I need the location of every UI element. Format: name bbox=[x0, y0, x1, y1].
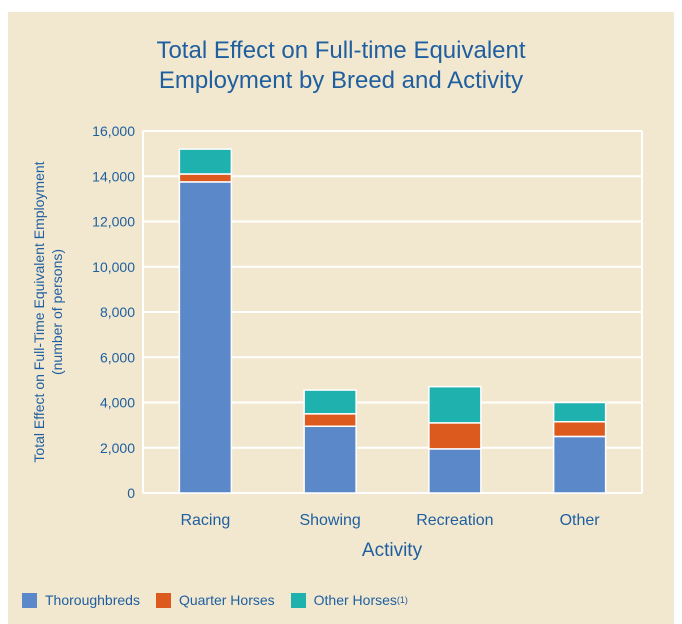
legend: Thoroughbreds Quarter Horses Other Horse… bbox=[22, 592, 424, 608]
legend-label-thoroughbreds: Thoroughbreds bbox=[45, 592, 140, 608]
bar-quarter-horses-other bbox=[552, 420, 607, 438]
legend-label-other-horses: Other Horses bbox=[313, 592, 397, 608]
legend-item-quarter-horses: Quarter Horses bbox=[155, 592, 275, 608]
bar-quarter-horses-racing bbox=[178, 173, 233, 183]
bar-thoroughbreds-other bbox=[552, 435, 607, 494]
legend-item-other-horses: Other Horses (1) bbox=[290, 592, 408, 608]
chart-title-line-1: Total Effect on Full-time Equivalent bbox=[156, 37, 526, 64]
x-tick-label: Showing bbox=[299, 512, 360, 529]
bar-other-horses-racing bbox=[178, 148, 233, 175]
y-tick-label: 6,000 bbox=[100, 349, 135, 365]
y-tick-label: 16,000 bbox=[92, 123, 135, 139]
chart-title-line-2: Employment by Breed and Activity bbox=[158, 67, 524, 94]
bar-thoroughbreds-showing bbox=[303, 425, 357, 494]
y-tick-label: 0 bbox=[127, 485, 135, 501]
legend-swatch-other-horses bbox=[290, 592, 306, 608]
bar-other-horses-other bbox=[552, 401, 607, 423]
bar-thoroughbreds-racing bbox=[178, 181, 233, 494]
chart-title: Total Effect on Full-time Equivalent Emp… bbox=[0, 36, 682, 96]
bar-quarter-horses-showing bbox=[303, 413, 357, 428]
legend-label-quarter-horses: Quarter Horses bbox=[178, 592, 275, 608]
y-tick-label: 2,000 bbox=[100, 440, 135, 456]
y-tick-label: 4,000 bbox=[100, 395, 135, 411]
legend-swatch-thoroughbreds bbox=[22, 592, 37, 608]
chart-panel bbox=[8, 12, 674, 624]
y-tick-label: 8,000 bbox=[100, 304, 135, 320]
bar-quarter-horses-recreation bbox=[428, 422, 482, 450]
y-tick-label: 14,000 bbox=[92, 168, 135, 184]
bar-other-horses-recreation bbox=[428, 385, 482, 424]
x-tick-label: Recreation bbox=[416, 512, 493, 529]
legend-item-thoroughbreds: Thoroughbreds bbox=[22, 592, 140, 608]
y-tick-label: 10,000 bbox=[92, 259, 135, 275]
x-tick-label: Other bbox=[560, 512, 601, 529]
x-tick-label: Racing bbox=[180, 512, 230, 529]
y-tick-label: 12,000 bbox=[92, 214, 135, 230]
legend-swatch-quarter-horses bbox=[155, 592, 171, 608]
legend-footnote-marker: (1) bbox=[396, 595, 408, 605]
bar-other-horses-showing bbox=[303, 389, 357, 415]
x-axis-label: Activity bbox=[361, 540, 423, 561]
bar-thoroughbreds-recreation bbox=[428, 448, 482, 494]
